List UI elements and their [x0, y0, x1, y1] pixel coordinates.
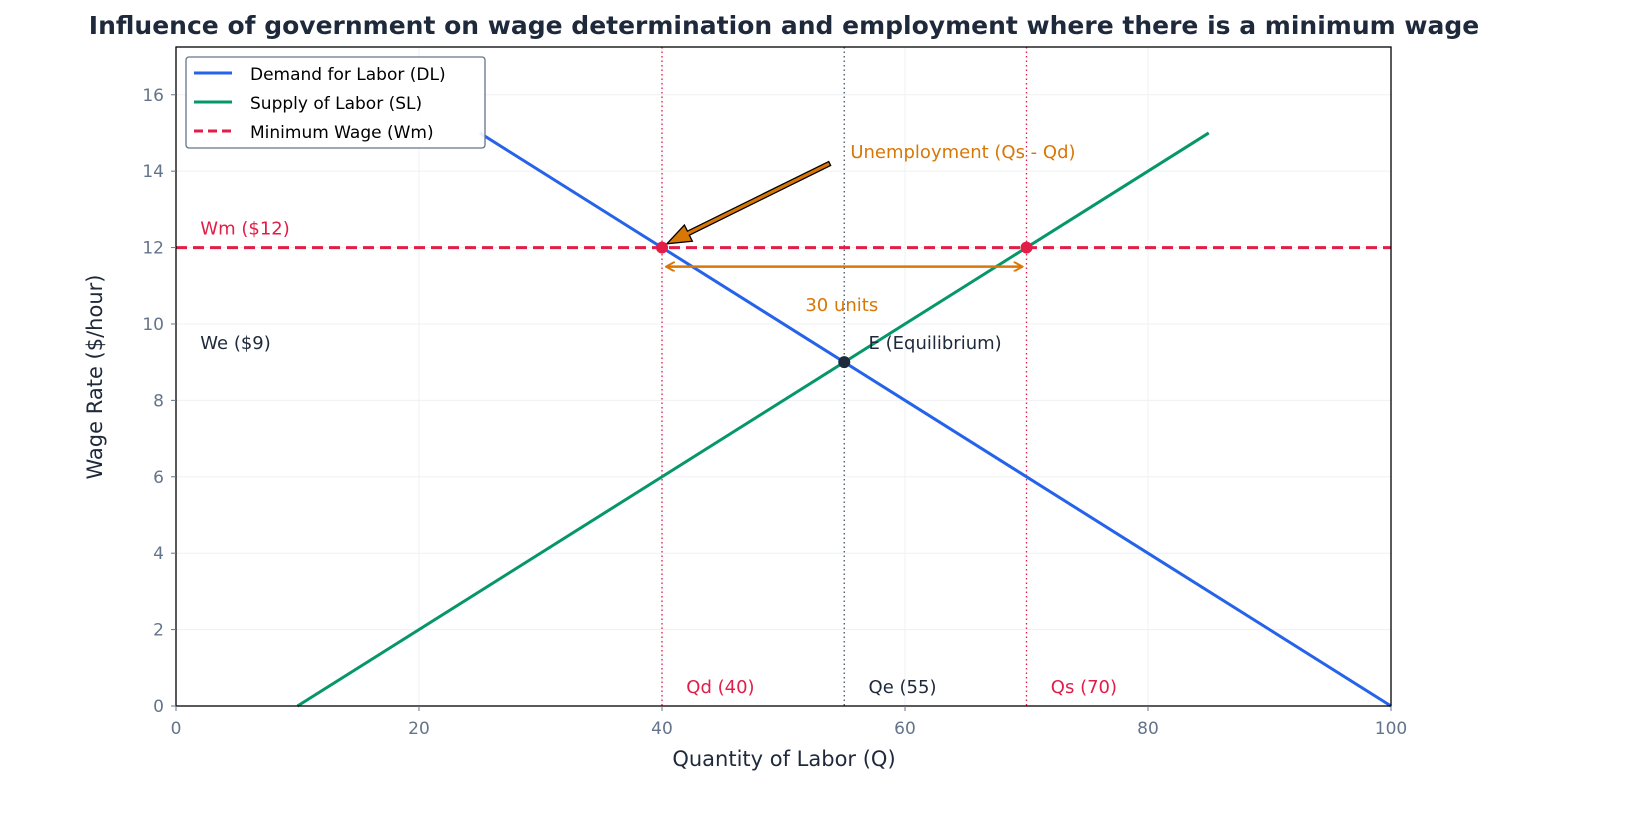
x-tick-label: 80: [1137, 719, 1159, 739]
x-tick-label: 40: [651, 719, 673, 739]
point-1: [1020, 241, 1033, 254]
y-tick-label: 14: [142, 162, 164, 182]
point-2: [838, 356, 851, 369]
annotation-label: Qd (40): [686, 677, 754, 698]
annotation-label: Unemployment (Qs - Qd): [850, 142, 1075, 163]
y-tick-label: 8: [153, 391, 164, 411]
annotation-label: Qe (55): [869, 677, 937, 698]
y-tick-label: 10: [142, 315, 164, 335]
y-tick-label: 12: [142, 239, 164, 259]
annotation-label: 30 units: [805, 295, 878, 316]
y-axis-label: Wage Rate ($/hour): [83, 275, 107, 480]
y-tick-label: 16: [142, 86, 164, 106]
demand-line: [478, 131, 1392, 708]
x-tick-label: 60: [894, 719, 916, 739]
x-tick-label: 100: [1375, 719, 1407, 739]
annotation-arrow: [665, 160, 832, 245]
legend-label-supply: Supply of Labor (SL): [250, 94, 422, 114]
x-tick-label: 20: [408, 719, 430, 739]
axes-frame: [175, 46, 1392, 707]
y-tick-label: 2: [153, 621, 164, 641]
chart-title: Influence of government on wage determin…: [89, 11, 1479, 40]
ticks: 0 20 40 60 80 100 0 2 4 6 8 10 12 14 16: [142, 86, 1407, 739]
x-axis-label: Quantity of Labor (Q): [672, 747, 895, 771]
x-tick-label: 0: [171, 719, 182, 739]
plot-area: Wm ($12) We ($9) E (Equilibrium) Unemployme…: [176, 47, 1392, 708]
legend: Demand for Labor (DL) Supply of Labor (S…: [185, 56, 486, 149]
point-0: [656, 241, 668, 254]
annotation-label: Wm ($12): [200, 218, 289, 239]
legend-label-minwage: Minimum Wage (Wm): [250, 123, 434, 143]
annotation-label: E (Equilibrium): [869, 333, 1002, 354]
y-tick-label: 0: [153, 697, 164, 717]
annotation-label: We ($9): [200, 333, 270, 354]
supply-line: [296, 131, 1210, 708]
legend-label-demand: Demand for Labor (DL): [250, 65, 446, 85]
y-tick-label: 6: [153, 468, 164, 488]
annotation-label: Qs (70): [1051, 677, 1117, 698]
legend-box: [185, 56, 486, 149]
y-tick-label: 4: [153, 544, 164, 564]
